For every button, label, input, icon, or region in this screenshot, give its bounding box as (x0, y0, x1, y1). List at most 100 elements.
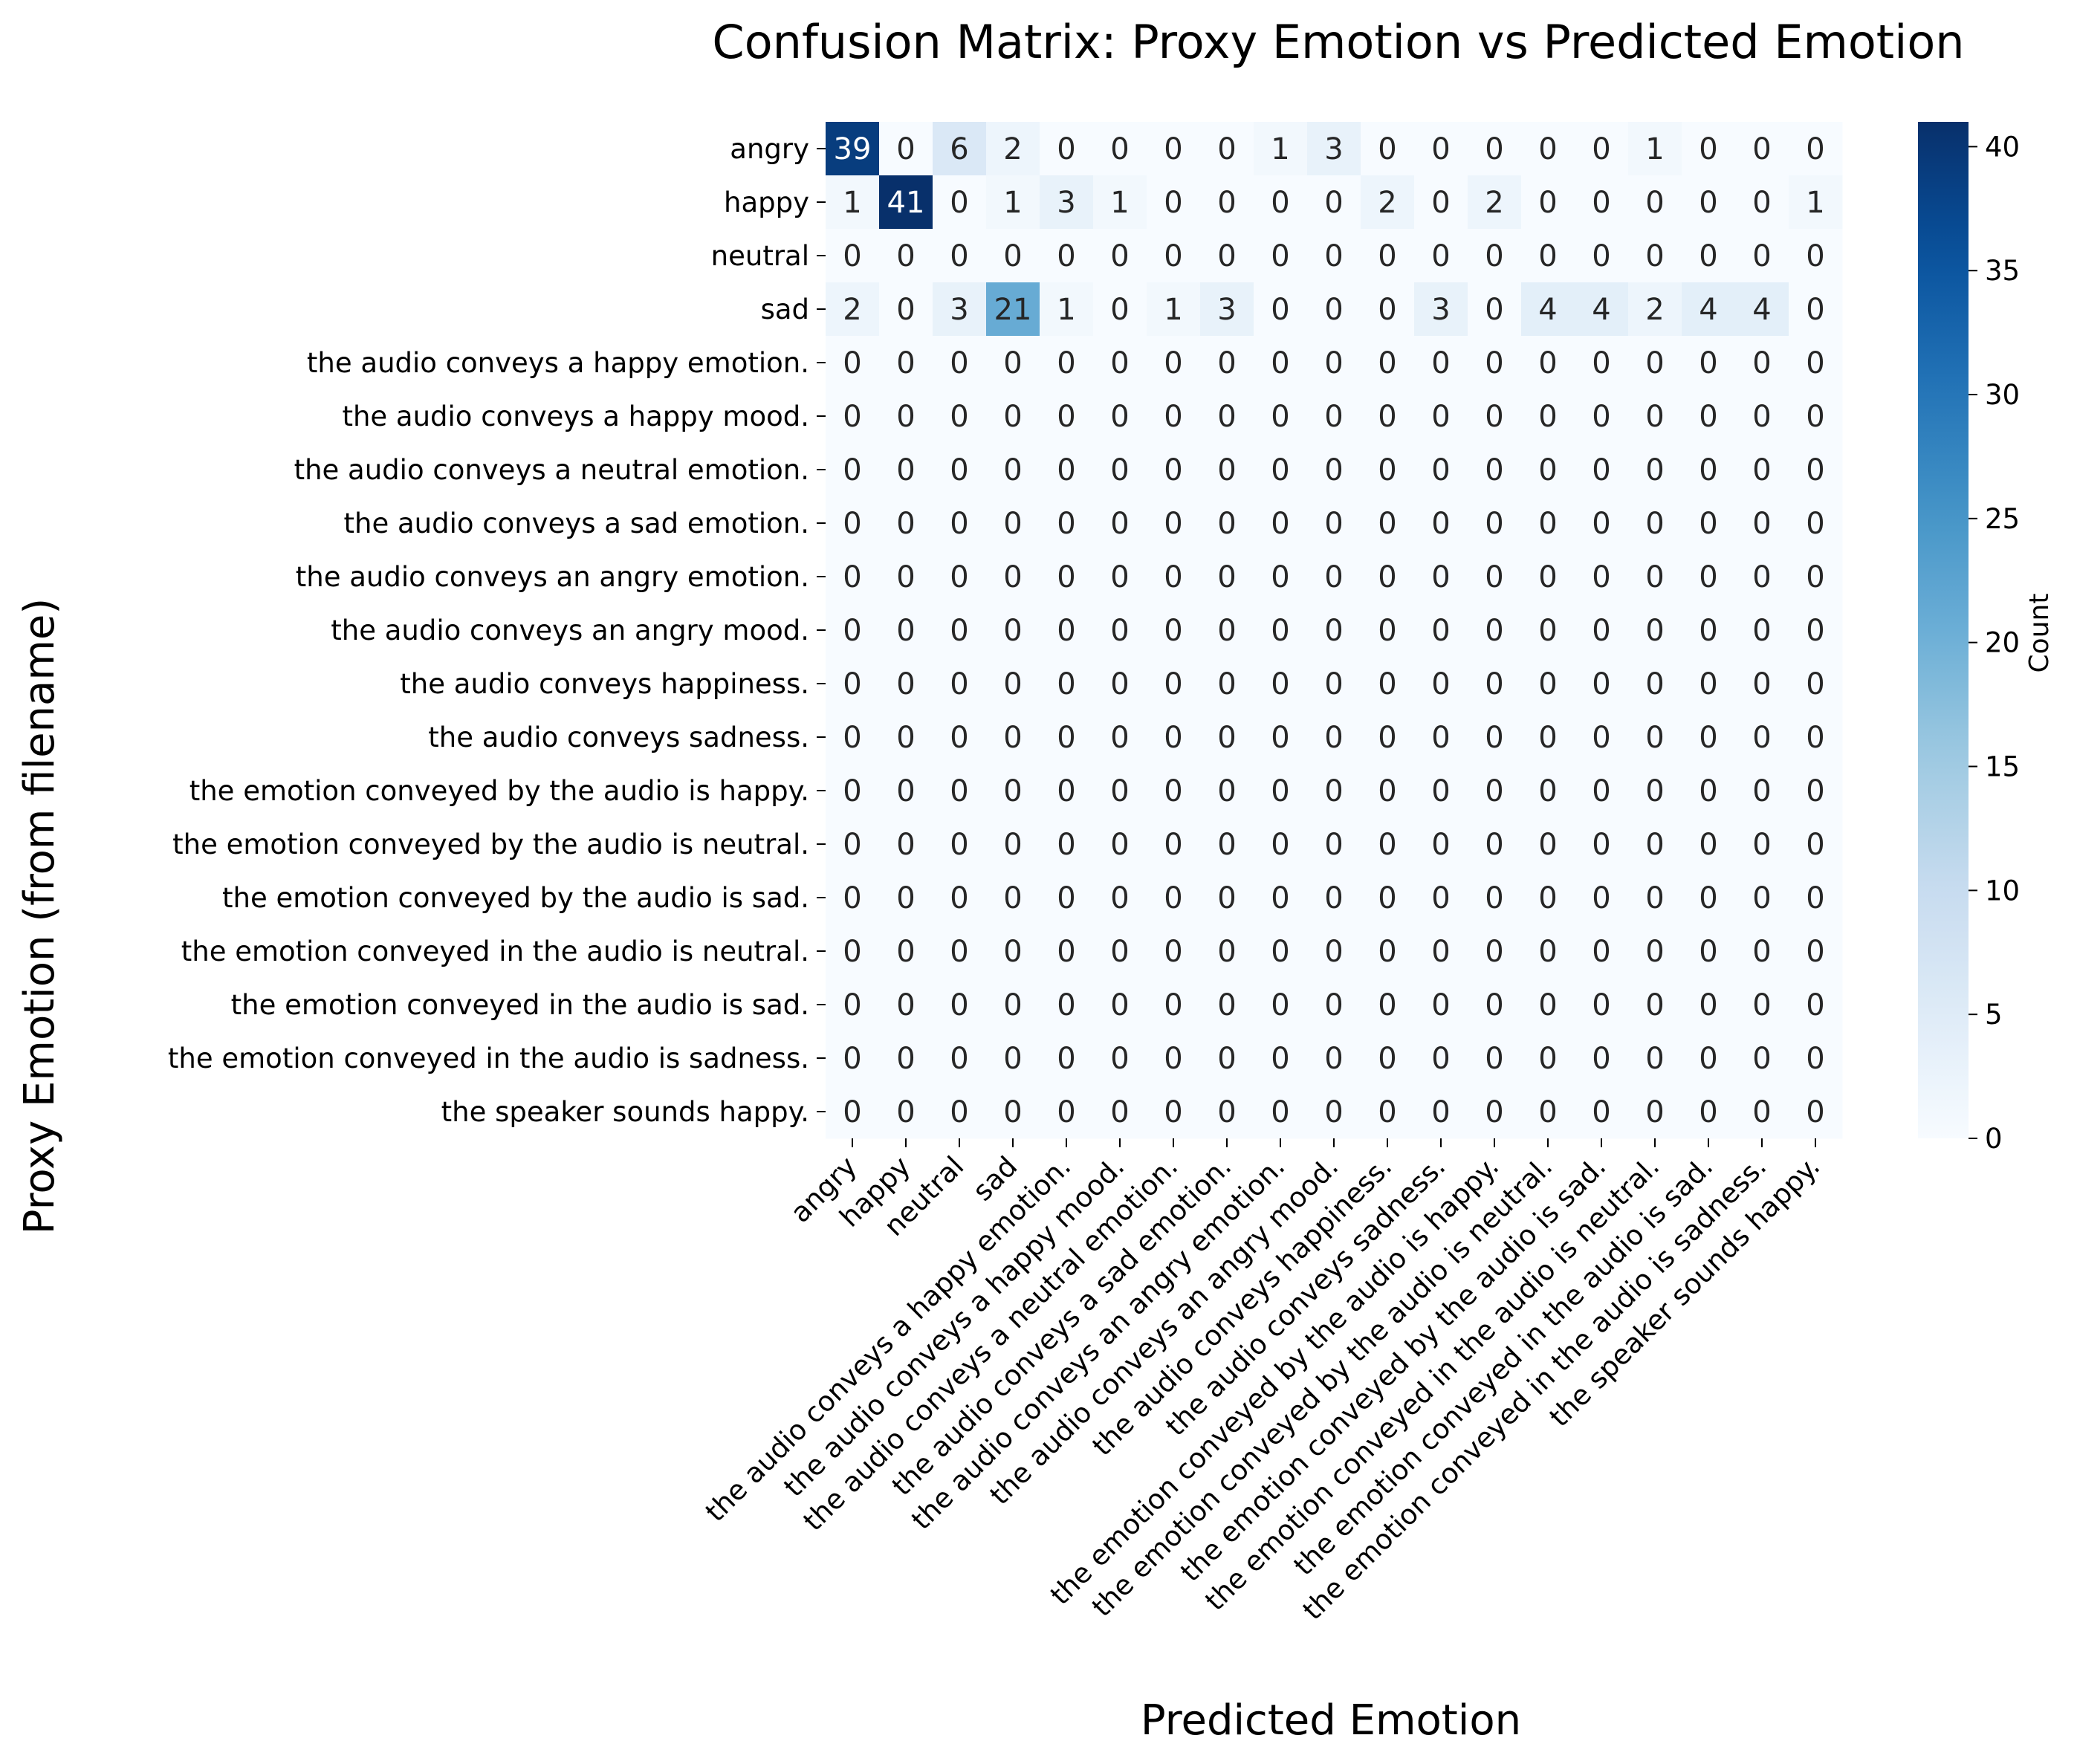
heatmap-cell (1093, 282, 1147, 337)
colorbar-tick-label: 30 (1985, 379, 2020, 411)
cell-value-label: 0 (1752, 186, 1771, 220)
heatmap-cell (1040, 443, 1094, 497)
cell-value-label: 0 (1057, 453, 1075, 487)
cell-value-label: 0 (1699, 239, 1717, 273)
cell-value-label: 0 (1110, 400, 1129, 434)
y-axis: angry happy neutral sad the audio conveys a … (168, 133, 826, 1128)
heatmap-cell (986, 229, 1040, 283)
cell-value-label: 0 (1057, 1042, 1075, 1076)
cell-value-label: 0 (1217, 774, 1236, 808)
cell-value-label: 0 (1806, 881, 1824, 915)
heatmap-cell (1628, 764, 1682, 818)
cell-value-label: 0 (1592, 186, 1610, 220)
heatmap-cell (1575, 764, 1629, 818)
heatmap-cell (1735, 175, 1789, 230)
cell-value-label: 0 (1110, 346, 1129, 380)
heatmap-cell (1093, 924, 1147, 979)
heatmap-cell (1521, 657, 1575, 711)
heatmap-cell (933, 550, 987, 604)
heatmap-cell (933, 817, 987, 872)
cell-value-label: 0 (1806, 1042, 1824, 1076)
cell-value-label: 1 (1164, 293, 1182, 327)
heatmap-cell (1682, 550, 1736, 604)
heatmap-cell (1628, 1085, 1682, 1139)
cell-value-label: 0 (950, 346, 968, 380)
cell-value-label: 0 (896, 560, 915, 594)
heatmap-cell (1040, 282, 1094, 337)
cell-value-label: 0 (1485, 293, 1503, 327)
y-tick-label: the audio conveys sadness. (428, 722, 809, 753)
cell-value-label: 0 (1431, 132, 1450, 166)
cell-value-label: 0 (843, 239, 861, 273)
heatmap-cell (1468, 871, 1522, 925)
heatmap-cell (1789, 764, 1843, 818)
cell-value-label: 0 (950, 721, 968, 755)
cell-value-label: 0 (1592, 721, 1610, 755)
cell-value-label: 2 (1378, 186, 1396, 220)
heatmap-cell (1735, 550, 1789, 604)
cell-value-label: 0 (896, 774, 915, 808)
cell-value-label: 0 (1806, 614, 1824, 648)
cell-value-label: 0 (1271, 828, 1289, 862)
cell-value-label: 0 (1164, 132, 1182, 166)
heatmap-cell (1040, 389, 1094, 444)
cell-value-label: 0 (896, 293, 915, 327)
cell-value-label: 0 (843, 988, 861, 1022)
heatmap-cell (1468, 603, 1522, 658)
heatmap-cell (1200, 229, 1254, 283)
heatmap-cell (1040, 229, 1094, 283)
heatmap-cell (1628, 1031, 1682, 1086)
y-tick-label: the speaker sounds happy. (441, 1096, 809, 1128)
heatmap-cell (1521, 1031, 1575, 1086)
heatmap-cell (1414, 817, 1468, 872)
cell-value-label: 0 (1271, 293, 1289, 327)
cell-value-label: 0 (896, 667, 915, 701)
cell-value-label: 0 (1592, 560, 1610, 594)
heatmap-cell (1307, 122, 1361, 176)
heatmap-cell (1040, 175, 1094, 230)
cell-value-label: 0 (1485, 614, 1503, 648)
cell-value-label: 0 (1110, 293, 1129, 327)
cell-value-label: 0 (1110, 614, 1129, 648)
cell-value-label: 0 (1592, 453, 1610, 487)
heatmap-cell (1468, 924, 1522, 979)
heatmap-cell (1414, 443, 1468, 497)
cell-value-label: 0 (1699, 935, 1717, 969)
heatmap-cell (1361, 122, 1415, 176)
cell-value-label: 0 (1752, 507, 1771, 541)
heatmap-cell (826, 550, 880, 604)
heatmap-cell (1735, 336, 1789, 390)
cell-value-label: 4 (1538, 293, 1557, 327)
heatmap-cell (1628, 336, 1682, 390)
heatmap-cell (1361, 389, 1415, 444)
cell-value-label: 0 (896, 881, 915, 915)
heatmap-cell (1789, 924, 1843, 979)
colorbar-label: Count (2024, 594, 2055, 673)
cell-value-label: 0 (1057, 400, 1075, 434)
cell-value-label: 0 (1752, 721, 1771, 755)
cell-value-label: 0 (896, 239, 915, 273)
heatmap-cell (1468, 1031, 1522, 1086)
colorbar-tick-label: 15 (1985, 751, 2020, 783)
cell-value-label: 0 (1645, 721, 1664, 755)
heatmap-cell (1414, 336, 1468, 390)
cell-value-label: 1 (1806, 186, 1824, 220)
heatmap-cell (1628, 443, 1682, 497)
chart-title: Confusion Matrix: Proxy Emotion vs Predi… (712, 15, 1964, 69)
cell-value-label: 0 (1538, 667, 1557, 701)
heatmap-cell (1789, 443, 1843, 497)
cell-value-label: 0 (1538, 614, 1557, 648)
cell-value-label: 0 (1699, 453, 1717, 487)
cell-value-label: 0 (1806, 346, 1824, 380)
heatmap-cell (1628, 978, 1682, 1032)
heatmap-cell (1789, 1031, 1843, 1086)
heatmap-cell (879, 1031, 933, 1086)
cell-value-label: 0 (1271, 1095, 1289, 1129)
cell-value-label: 0 (1538, 935, 1557, 969)
cell-value-label: 0 (1592, 935, 1610, 969)
cell-value-label: 0 (1110, 453, 1129, 487)
cell-value-label: 4 (1699, 293, 1717, 327)
heatmap-cell (1200, 603, 1254, 658)
heatmap-cell (1682, 710, 1736, 765)
